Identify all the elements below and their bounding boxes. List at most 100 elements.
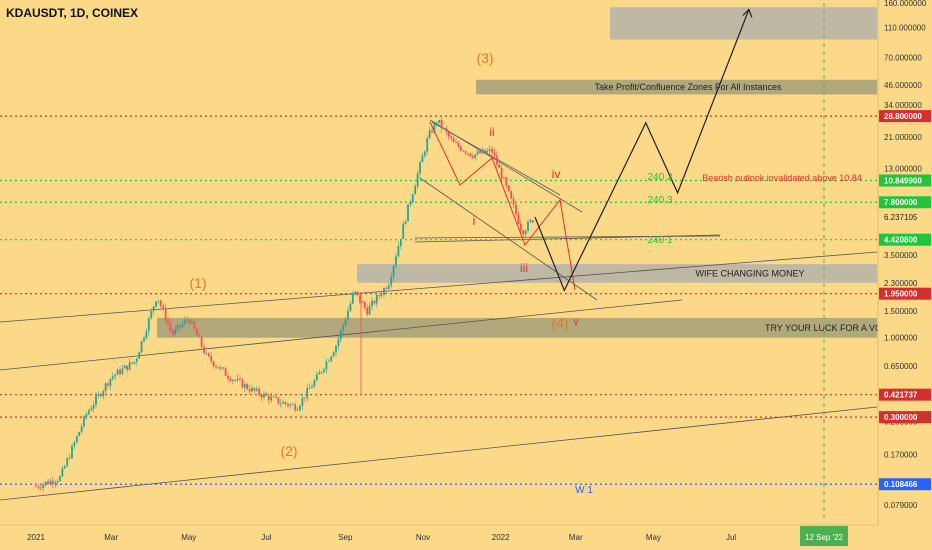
candle xyxy=(260,394,263,398)
candle xyxy=(414,186,417,195)
candle xyxy=(354,291,357,295)
candle xyxy=(66,458,69,467)
y-tick-label: 21.000000 xyxy=(884,133,922,142)
candle xyxy=(337,339,340,347)
x-tick-label: 2021 xyxy=(27,533,45,542)
candle xyxy=(143,337,145,342)
candle xyxy=(524,230,527,235)
candle xyxy=(92,404,95,409)
candle xyxy=(452,138,455,143)
candle xyxy=(243,384,246,388)
trendline xyxy=(414,234,721,243)
annotation-label: v xyxy=(573,316,579,328)
price-tag-label: 0.421737 xyxy=(884,391,918,400)
price-tag xyxy=(879,388,931,401)
candle xyxy=(270,396,273,401)
candle xyxy=(491,149,493,153)
candle xyxy=(378,294,381,296)
time-axis[interactable]: 2021 Mar May Jul Sep Nov 2022 Mar May Jul 12 Sep '… xyxy=(0,524,878,546)
candle xyxy=(342,324,345,331)
candle xyxy=(121,368,124,375)
candle xyxy=(481,149,484,154)
candle xyxy=(258,388,261,395)
candle xyxy=(157,300,160,302)
candle xyxy=(287,404,289,406)
candle xyxy=(289,404,292,406)
price-tag-label: 7.800000 xyxy=(884,198,918,207)
zone-label: TRY YOUR LUCK FOR A VOL xyxy=(765,323,887,333)
trendline xyxy=(0,251,878,323)
candle xyxy=(397,246,400,257)
candle xyxy=(527,221,529,231)
candle xyxy=(227,375,229,379)
x-tick-label: Jul xyxy=(261,533,271,542)
candle xyxy=(217,367,220,369)
candle xyxy=(332,352,335,357)
candle xyxy=(155,301,157,307)
candle xyxy=(351,294,354,304)
candle xyxy=(71,445,73,459)
candle xyxy=(195,328,198,336)
candle xyxy=(519,224,522,231)
x-tick-label: Jul xyxy=(726,533,736,542)
candle xyxy=(361,302,364,304)
x-tick-label: 2022 xyxy=(492,533,510,542)
candle xyxy=(97,393,100,396)
candle xyxy=(241,379,244,388)
candle xyxy=(363,302,366,308)
candle xyxy=(409,202,412,205)
annotation-label: 240 2 xyxy=(647,172,672,183)
annotation-label: iv xyxy=(552,167,561,181)
candle xyxy=(236,378,239,381)
candle xyxy=(114,374,117,377)
candle xyxy=(368,305,371,315)
candle xyxy=(356,291,359,295)
price-axis[interactable]: 160.000000 110.000000 70.000000 46.000000 34… xyxy=(877,0,932,550)
candle xyxy=(87,410,90,415)
candle xyxy=(116,369,119,375)
candle xyxy=(200,336,203,347)
candle xyxy=(253,387,256,391)
x-tick-label: Nov xyxy=(416,533,430,542)
candle xyxy=(359,294,361,303)
candle xyxy=(380,294,383,296)
candle xyxy=(37,486,40,488)
candle xyxy=(483,149,486,153)
candle xyxy=(411,194,414,203)
candle xyxy=(469,153,472,157)
candle xyxy=(383,288,385,295)
candle xyxy=(495,155,498,165)
candle xyxy=(39,487,42,489)
annotation-label: (3) xyxy=(476,50,493,66)
levels-layer xyxy=(0,3,878,518)
candle xyxy=(251,387,253,392)
y-tick-label: 160.000000 xyxy=(884,0,927,8)
candle xyxy=(402,223,405,239)
candle xyxy=(152,306,155,312)
candle xyxy=(164,308,167,321)
candle xyxy=(219,367,222,369)
candle xyxy=(438,119,441,123)
y-tick-label: 0.650000 xyxy=(884,362,918,371)
x-tick-label: May xyxy=(646,533,661,542)
candle xyxy=(419,162,421,174)
candle xyxy=(131,362,133,364)
candle xyxy=(159,300,162,306)
candle xyxy=(503,177,505,179)
price-tag-label: 0.108466 xyxy=(884,480,918,489)
candle xyxy=(507,185,510,191)
candle xyxy=(186,319,189,321)
candle xyxy=(210,356,213,362)
candle xyxy=(529,220,532,222)
candle xyxy=(318,372,321,375)
candle xyxy=(47,481,49,485)
candle xyxy=(291,404,294,406)
zone-label: WIFE CHANGING MONEY xyxy=(695,268,804,278)
zone-box xyxy=(357,264,877,283)
candle xyxy=(140,341,143,353)
candle xyxy=(392,265,395,277)
zone-label: Take Profit/Confluence Zones For All Ins… xyxy=(594,82,782,92)
chart-title: KDAUSDT, 1D, COINEX xyxy=(6,6,139,20)
candle xyxy=(99,393,102,397)
